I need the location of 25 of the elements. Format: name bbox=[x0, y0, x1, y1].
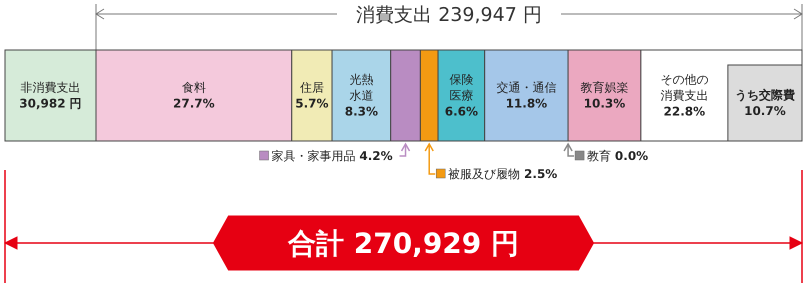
series-label: 教育娯楽 bbox=[580, 80, 628, 94]
legend-label: 被服及び履物 bbox=[448, 167, 520, 181]
series-label: 保険医療 bbox=[449, 72, 474, 102]
series-label: 非消費支出 bbox=[20, 80, 80, 94]
data-label: 30,982 円 bbox=[19, 96, 82, 110]
series-label: 交通・通信 bbox=[496, 80, 556, 94]
data-label: 0.0% bbox=[614, 149, 648, 163]
data-label: 8.3% bbox=[344, 104, 378, 118]
data-label: 27.7% bbox=[173, 96, 215, 110]
data-label: 6.6% bbox=[444, 104, 478, 118]
series-label: 光熱水道 bbox=[349, 72, 374, 102]
inset-box: うち交際費 10.7% bbox=[727, 64, 802, 142]
data-label: 10.3% bbox=[584, 96, 626, 110]
text: 合計 270,929 円 bbox=[286, 227, 520, 260]
data-label: 22.8% bbox=[664, 104, 706, 118]
data-label: 5.7% bbox=[295, 96, 329, 110]
legend-label: 教育 bbox=[587, 149, 612, 163]
legend-label: 家具・家事用品 bbox=[272, 149, 356, 163]
data-label: 2.5% bbox=[524, 167, 558, 181]
series-label: その他の消費支出 bbox=[660, 72, 708, 102]
series-label: 食料 bbox=[182, 80, 206, 94]
series-label: 住居 bbox=[298, 80, 324, 94]
data-label: 4.2% bbox=[359, 149, 393, 163]
text: 消費支出 239,947 円 bbox=[356, 4, 542, 26]
data-label: 11.8% bbox=[506, 96, 548, 110]
